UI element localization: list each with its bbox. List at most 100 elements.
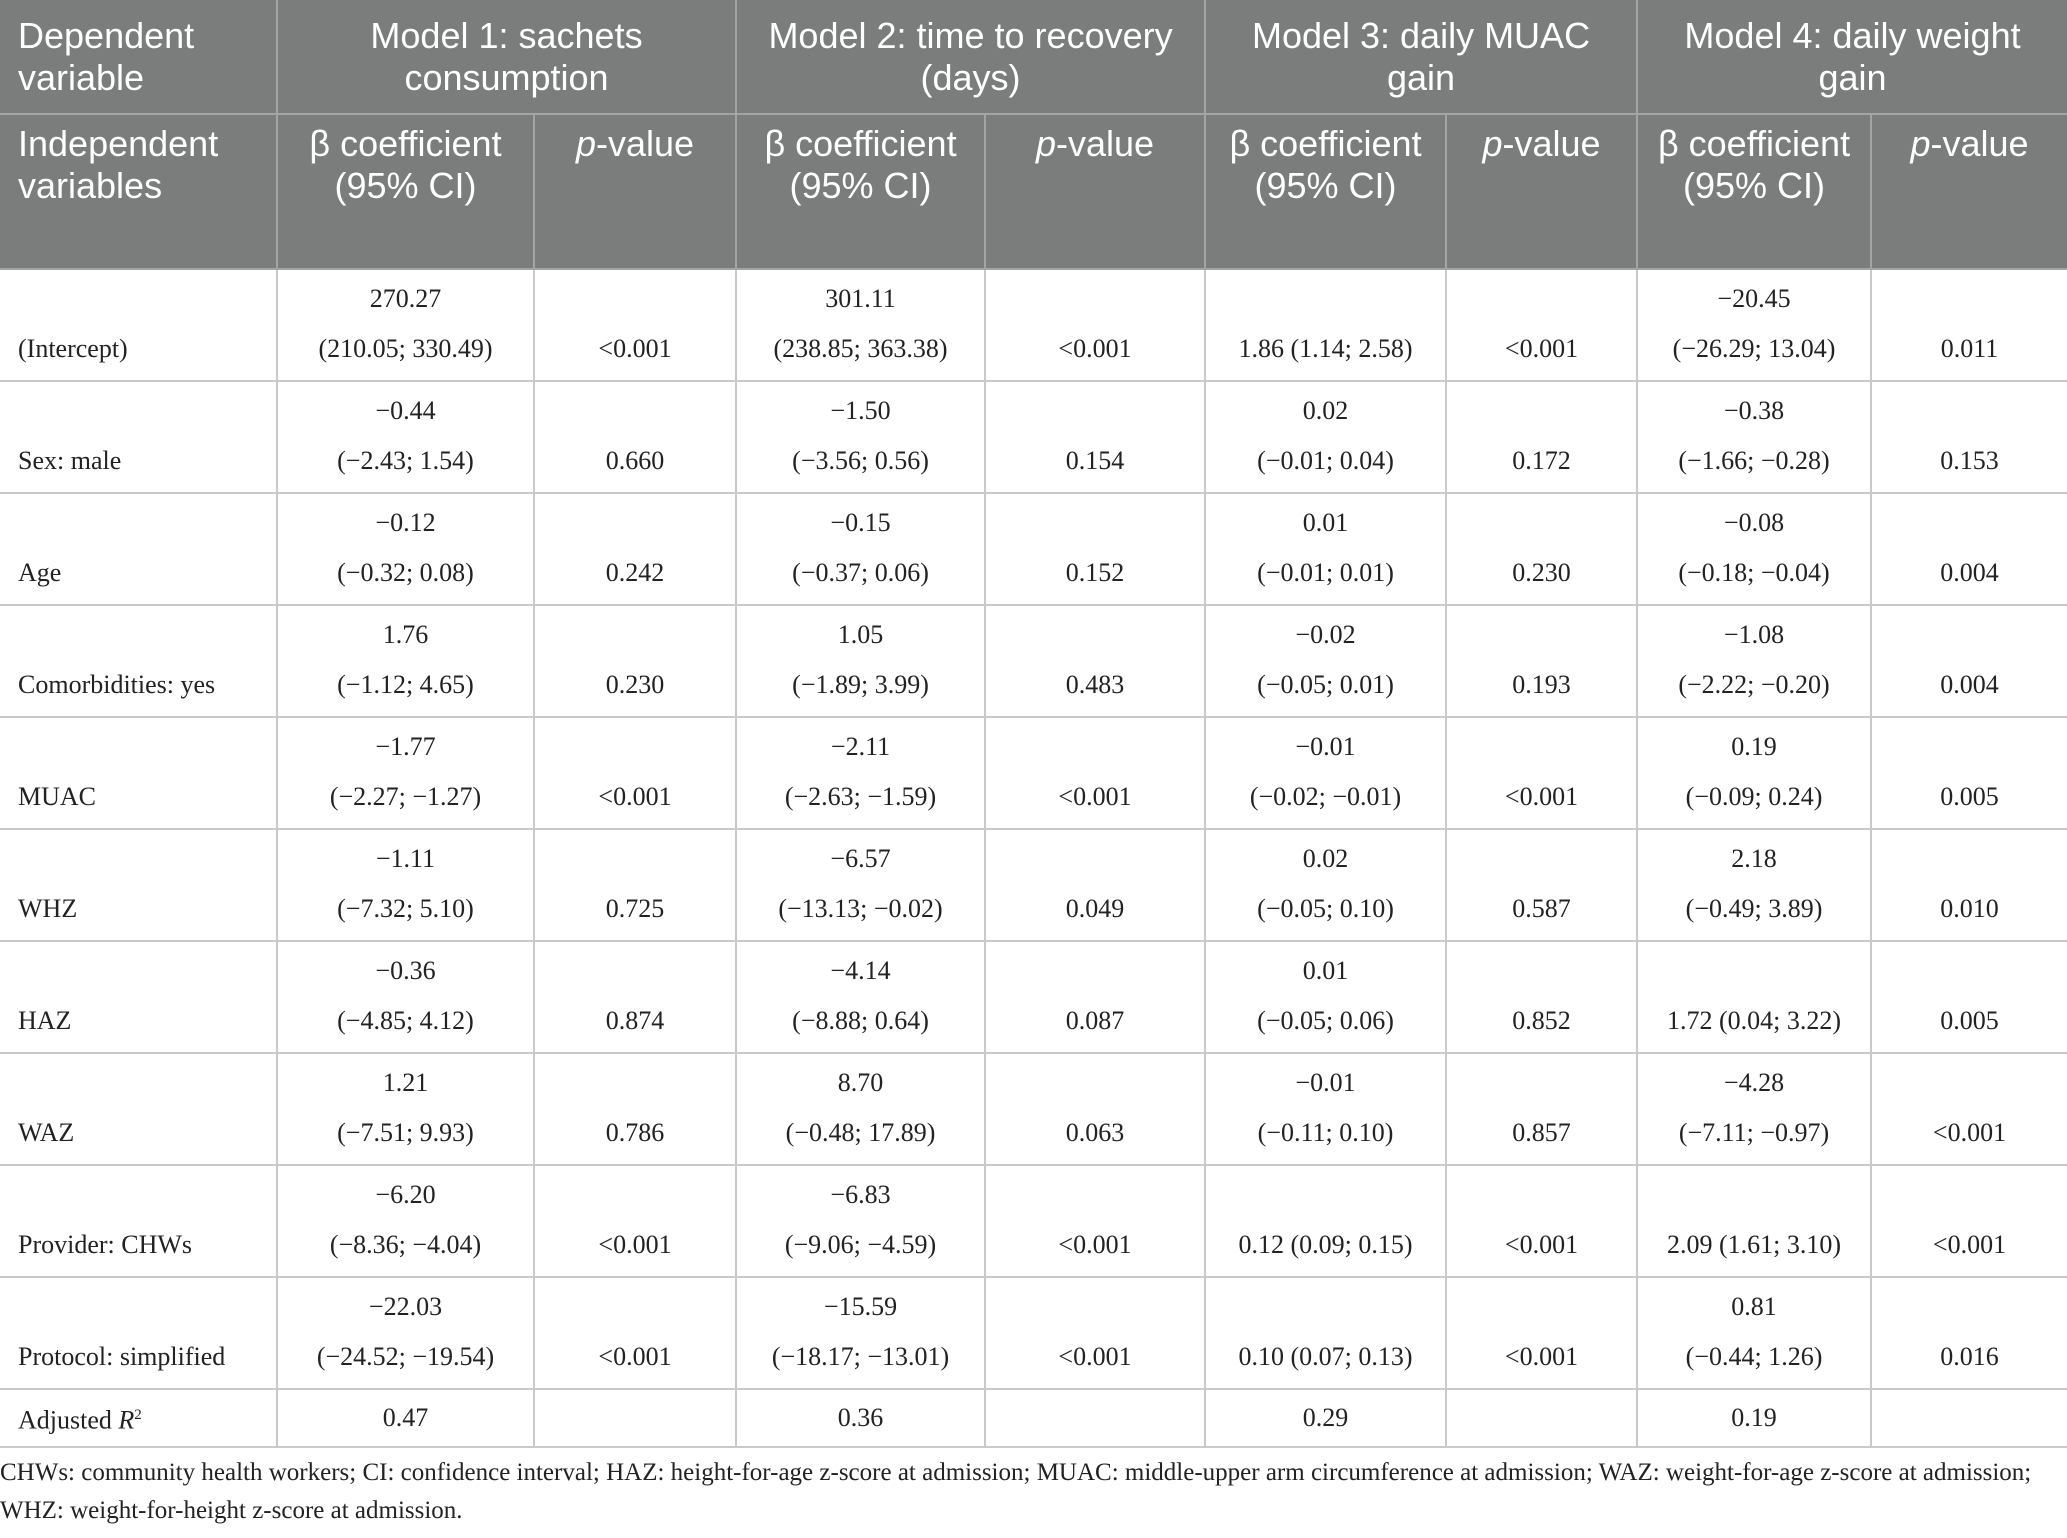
coef-line: −0.02 bbox=[1295, 620, 1356, 649]
coef-line: (−1.66; −0.28) bbox=[1678, 446, 1830, 475]
p-header: p-value bbox=[984, 114, 1206, 270]
p-cell: <0.001 bbox=[532, 716, 738, 830]
coef-line: (−1.89; 3.99) bbox=[792, 670, 929, 699]
p-cell: <0.001 bbox=[984, 716, 1207, 830]
table-row: Sex: male −0.44 (−2.43; 1.54) 0.660 −1.50 (−3… bbox=[0, 380, 2067, 494]
row-label: WAZ bbox=[0, 1052, 278, 1166]
coef-line: (−9.06; −4.59) bbox=[784, 1230, 937, 1259]
coef-line: −0.36 bbox=[375, 956, 436, 985]
coef-line: (210.05; 330.49) bbox=[318, 334, 493, 363]
coef-cell: −0.15 (−0.37; 0.06) bbox=[735, 492, 987, 606]
r2-var: R bbox=[118, 1405, 135, 1435]
coef-cell: −4.28 (−7.11; −0.97) bbox=[1636, 1052, 1873, 1166]
header-cell: Dependent variable bbox=[0, 0, 277, 115]
coef-line: (−4.85; 4.12) bbox=[337, 1006, 474, 1035]
p-cell: <0.001 bbox=[532, 1276, 738, 1390]
p-cell: 0.172 bbox=[1445, 380, 1639, 494]
p-cell: 0.011 bbox=[1870, 268, 2067, 382]
p-cell: 0.230 bbox=[532, 604, 738, 718]
p-header: p-value bbox=[1870, 114, 2067, 270]
coef-line: −0.44 bbox=[375, 396, 436, 425]
coef-line: (−0.05; 0.06) bbox=[1257, 1006, 1394, 1035]
p-cell: <0.001 bbox=[532, 1164, 738, 1278]
p-rest: -value bbox=[1056, 123, 1155, 164]
coef-cell: 0.01 (−0.05; 0.06) bbox=[1204, 940, 1448, 1054]
coef-line: (−2.22; −0.20) bbox=[1678, 670, 1830, 699]
p-cell: <0.001 bbox=[984, 1276, 1207, 1390]
p-header: p-value bbox=[532, 114, 737, 270]
p-cell: 0.152 bbox=[984, 492, 1207, 606]
row-label: MUAC bbox=[0, 716, 278, 830]
coef-header: β coefficient (95% CI) bbox=[276, 114, 534, 270]
empty-cell bbox=[1870, 1388, 2067, 1448]
coef-line: −6.57 bbox=[830, 844, 891, 873]
p-italic: p bbox=[1910, 123, 1931, 164]
row-label: Comorbidities: yes bbox=[0, 604, 278, 718]
coef-line: −1.11 bbox=[375, 844, 436, 873]
coef-line: −0.01 bbox=[1295, 1068, 1356, 1097]
coef-line: 1.21 bbox=[382, 1068, 429, 1097]
header-cell: Independent variables bbox=[0, 114, 277, 270]
coef-line: (−0.05; 0.01) bbox=[1257, 670, 1394, 699]
p-cell: <0.001 bbox=[532, 268, 738, 382]
row-label: WHZ bbox=[0, 828, 278, 942]
table-row: WHZ −1.11 (−7.32; 5.10) 0.725 −6.57 (−13.13; … bbox=[0, 828, 2067, 942]
coef-cell: −0.36 (−4.85; 4.12) bbox=[276, 940, 535, 1054]
empty-cell bbox=[532, 1388, 738, 1448]
p-cell: 0.242 bbox=[532, 492, 738, 606]
coef-cell: −6.20 (−8.36; −4.04) bbox=[276, 1164, 535, 1278]
coef-line: (−8.88; 0.64) bbox=[792, 1006, 929, 1035]
coef-line: (−1.12; 4.65) bbox=[337, 670, 474, 699]
coef-cell: −2.11 (−2.63; −1.59) bbox=[735, 716, 987, 830]
coef-cell: −6.83 (−9.06; −4.59) bbox=[735, 1164, 987, 1278]
coef-cell: −1.77 (−2.27; −1.27) bbox=[276, 716, 535, 830]
table-row: Age −0.12 (−0.32; 0.08) 0.242 −0.15 (−0.37; 0… bbox=[0, 492, 2067, 606]
r2-row: Adjusted R2 0.47 0.36 0.29 0.19 bbox=[0, 1388, 2067, 1448]
header-row: Dependent variable Model 1: sachets consu… bbox=[0, 0, 2067, 115]
coef-cell: 0.10 (0.07; 0.13) bbox=[1204, 1276, 1448, 1390]
coef-line: (−0.09; 0.24) bbox=[1685, 782, 1823, 811]
p-cell: 0.005 bbox=[1870, 940, 2067, 1054]
coef-cell: 8.70 (−0.48; 17.89) bbox=[735, 1052, 987, 1166]
coef-header: β coefficient (95% CI) bbox=[1204, 114, 1447, 270]
coef-line: (−0.11; 0.10) bbox=[1257, 1118, 1394, 1147]
coef-cell: 0.02 (−0.05; 0.10) bbox=[1204, 828, 1448, 942]
coef-cell: 0.02 (−0.01; 0.04) bbox=[1204, 380, 1448, 494]
r2-value: 0.19 bbox=[1636, 1388, 1873, 1448]
p-cell: <0.001 bbox=[1445, 1164, 1639, 1278]
coef-line: (−26.29; 13.04) bbox=[1672, 334, 1836, 363]
p-cell: 0.010 bbox=[1870, 828, 2067, 942]
coef-line: −1.50 bbox=[830, 396, 891, 425]
p-cell: <0.001 bbox=[1445, 716, 1639, 830]
row-label: Provider: CHWs bbox=[0, 1164, 278, 1278]
model-header: Model 1: sachets consumption bbox=[275, 0, 737, 115]
coef-line: (−7.51; 9.93) bbox=[337, 1118, 474, 1147]
table-row: MUAC −1.77 (−2.27; −1.27) <0.001 −2.11 (−2.63… bbox=[0, 716, 2067, 830]
coef-line: −22.03 bbox=[368, 1292, 443, 1321]
coef-line: 0.10 (0.07; 0.13) bbox=[1238, 1342, 1413, 1371]
coef-cell: −0.08 (−0.18; −0.04) bbox=[1636, 492, 1873, 606]
r2-value: 0.47 bbox=[276, 1388, 535, 1448]
coef-cell: 0.01 (−0.01; 0.01) bbox=[1204, 492, 1448, 606]
coef-line: −0.38 bbox=[1723, 396, 1785, 425]
row-label: (Intercept) bbox=[0, 268, 278, 382]
p-cell: 0.857 bbox=[1445, 1052, 1639, 1166]
p-cell: 0.154 bbox=[984, 380, 1207, 494]
p-rest: -value bbox=[595, 123, 695, 164]
coef-line: −4.28 bbox=[1723, 1068, 1785, 1097]
row-label: Adjusted R2 bbox=[0, 1388, 278, 1448]
p-cell: 0.004 bbox=[1870, 492, 2067, 606]
coef-cell: −0.01 (−0.11; 0.10) bbox=[1204, 1052, 1448, 1166]
coef-cell: 270.27 (210.05; 330.49) bbox=[276, 268, 535, 382]
coef-cell: −1.50 (−3.56; 0.56) bbox=[735, 380, 987, 494]
coef-cell: −0.12 (−0.32; 0.08) bbox=[276, 492, 535, 606]
coef-cell: 1.21 (−7.51; 9.93) bbox=[276, 1052, 535, 1166]
coef-line: −0.01 bbox=[1295, 732, 1356, 761]
coef-cell: −15.59 (−18.17; −13.01) bbox=[735, 1276, 987, 1390]
coef-line: −6.83 bbox=[830, 1180, 891, 1209]
coef-cell: 0.19 (−0.09; 0.24) bbox=[1636, 716, 1873, 830]
coef-line: −15.59 bbox=[823, 1292, 898, 1321]
coef-line: (−3.56; 0.56) bbox=[792, 446, 929, 475]
coef-line: (−0.02; −0.01) bbox=[1249, 782, 1402, 811]
p-cell: 0.005 bbox=[1870, 716, 2067, 830]
